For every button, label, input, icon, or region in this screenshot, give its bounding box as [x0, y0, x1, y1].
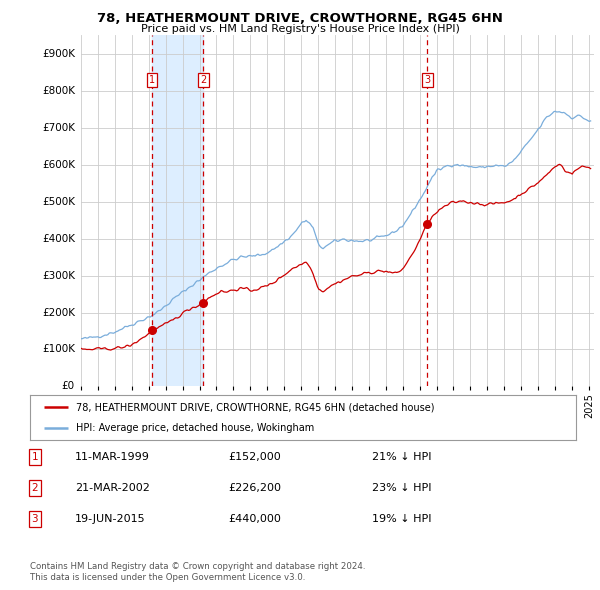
Text: £100K: £100K	[42, 345, 75, 355]
Text: 78, HEATHERMOUNT DRIVE, CROWTHORNE, RG45 6HN (detached house): 78, HEATHERMOUNT DRIVE, CROWTHORNE, RG45…	[76, 402, 435, 412]
Text: £152,000: £152,000	[228, 453, 281, 462]
Text: 23% ↓ HPI: 23% ↓ HPI	[372, 483, 431, 493]
Text: 3: 3	[31, 514, 38, 523]
Text: Price paid vs. HM Land Registry's House Price Index (HPI): Price paid vs. HM Land Registry's House …	[140, 25, 460, 34]
Text: £900K: £900K	[42, 49, 75, 59]
Text: HPI: Average price, detached house, Wokingham: HPI: Average price, detached house, Woki…	[76, 422, 314, 432]
Text: 2: 2	[200, 75, 206, 85]
Text: 19-JUN-2015: 19-JUN-2015	[75, 514, 146, 523]
Text: 2: 2	[31, 483, 38, 493]
Text: £200K: £200K	[42, 307, 75, 317]
Text: £440,000: £440,000	[228, 514, 281, 523]
Text: £400K: £400K	[42, 234, 75, 244]
Text: £800K: £800K	[42, 86, 75, 96]
Text: £600K: £600K	[42, 160, 75, 170]
Text: £300K: £300K	[42, 271, 75, 281]
Text: 21-MAR-2002: 21-MAR-2002	[75, 483, 150, 493]
Bar	[152, 35, 203, 386]
Text: 11-MAR-1999: 11-MAR-1999	[75, 453, 150, 462]
Text: £700K: £700K	[42, 123, 75, 133]
Text: 21% ↓ HPI: 21% ↓ HPI	[372, 453, 431, 462]
Text: £0: £0	[62, 382, 75, 391]
Text: 78, HEATHERMOUNT DRIVE, CROWTHORNE, RG45 6HN: 78, HEATHERMOUNT DRIVE, CROWTHORNE, RG45…	[97, 12, 503, 25]
Text: 1: 1	[31, 453, 38, 462]
Text: £226,200: £226,200	[228, 483, 281, 493]
Text: 19% ↓ HPI: 19% ↓ HPI	[372, 514, 431, 523]
Text: 3: 3	[424, 75, 430, 85]
Text: Contains HM Land Registry data © Crown copyright and database right 2024.: Contains HM Land Registry data © Crown c…	[30, 562, 365, 571]
Text: £500K: £500K	[42, 196, 75, 206]
Text: This data is licensed under the Open Government Licence v3.0.: This data is licensed under the Open Gov…	[30, 572, 305, 582]
Text: 1: 1	[149, 75, 155, 85]
